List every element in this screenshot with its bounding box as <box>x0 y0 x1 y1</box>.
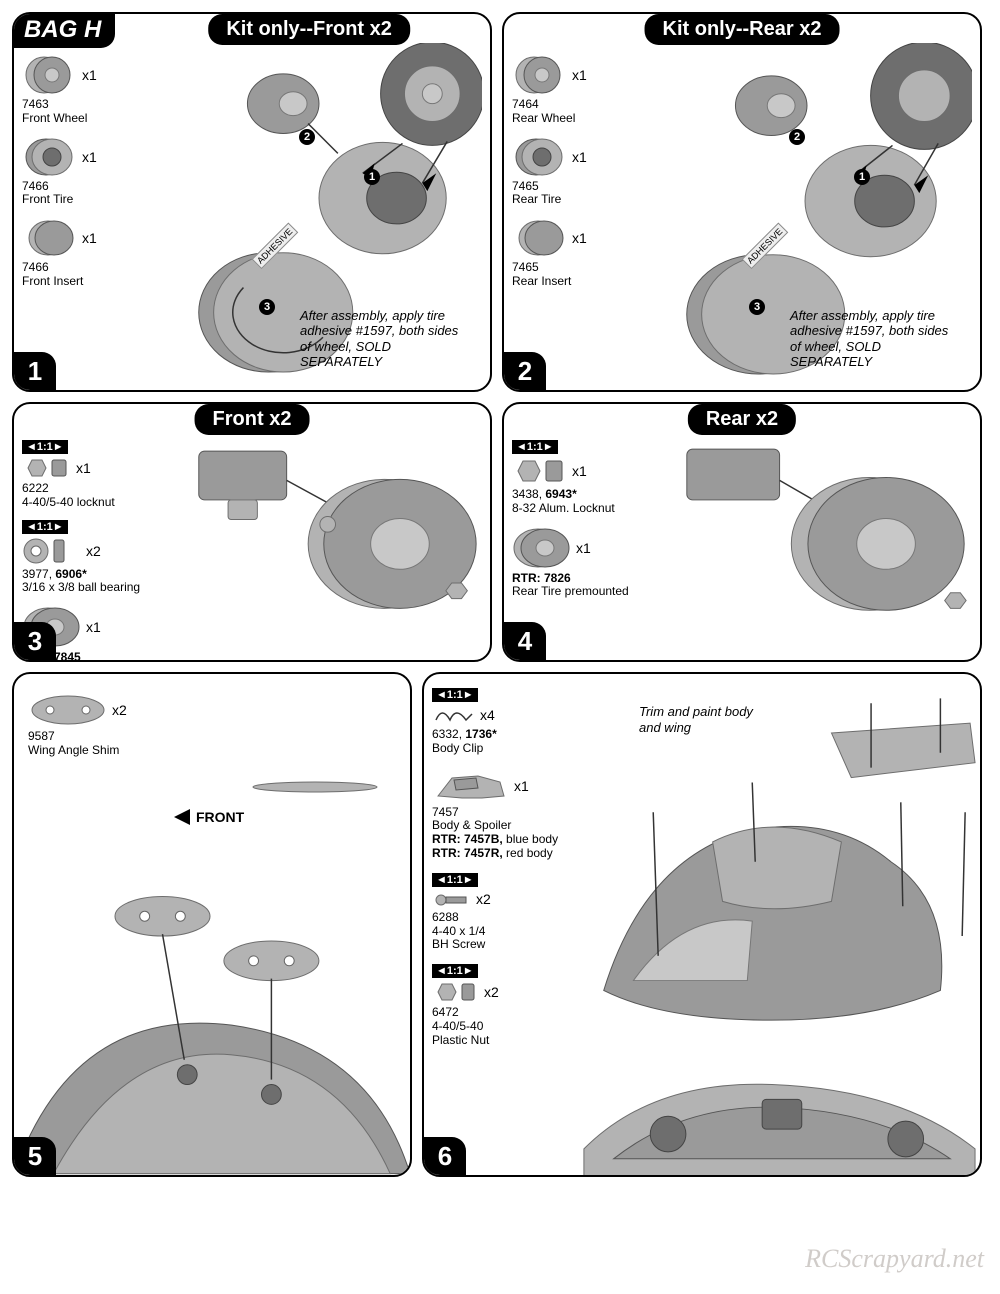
part-item: x1 7464Rear Wheel <box>512 54 637 126</box>
body-assembly-svg <box>574 691 980 1178</box>
scale-tag: ◄1:1► <box>432 873 478 887</box>
part-qty: x2 <box>476 891 491 907</box>
part-label: 64724-40/5-40Plastic Nut <box>432 1006 489 1047</box>
row-3: 5 x2 9587Wing Angle Shim FRONT <box>12 672 988 1177</box>
part-label: 62884-40 x 1/4BH Screw <box>432 911 485 952</box>
part-item: x1 7466Front Insert <box>22 217 147 289</box>
part-label: 7457 Body & Spoiler RTR: 7457B, blue bod… <box>432 806 558 861</box>
part-qty: x2 <box>484 984 499 1000</box>
parts-list: ◄1:1► x1 3438, 6943*8-32 Alum. Locknut x… <box>512 440 672 599</box>
panel-header: Kit only--Rear x2 <box>645 14 840 45</box>
part-qty: x1 <box>82 67 97 83</box>
part-label: 7464Rear Wheel <box>512 98 575 126</box>
part-qty: x1 <box>576 540 591 556</box>
part-qty: x1 <box>82 230 97 246</box>
parts-list: x1 7463Front Wheel x1 7466Front Tire x1 <box>22 54 147 289</box>
scale-tag: ◄1:1► <box>512 440 558 454</box>
step-number: 2 <box>504 352 546 390</box>
part-qty: x1 <box>572 230 587 246</box>
callout-1: 1 <box>364 169 380 185</box>
part-item: x1 7457 Body & Spoiler RTR: 7457B, blue … <box>432 768 572 861</box>
assembly-diagram <box>189 426 482 652</box>
hub-diagram-svg <box>679 424 972 654</box>
part-item: ◄1:1► x1 3438, 6943*8-32 Alum. Locknut <box>512 440 672 516</box>
part-label: 3438, 6943*8-32 Alum. Locknut <box>512 488 615 516</box>
scale-tag: ◄1:1► <box>432 688 478 702</box>
part-label: 6332, 1736*Body Clip <box>432 728 497 756</box>
part-label: 3977, 6906*3/16 x 3/8 ball bearing <box>22 568 140 596</box>
panel-1: BAG H Kit only--Front x2 1 x1 7463Front … <box>12 12 492 392</box>
scale-tag: ◄1:1► <box>22 520 68 534</box>
callout-3: 3 <box>749 299 765 315</box>
scale-tag: ◄1:1► <box>432 964 478 978</box>
part-item: x1 7465Rear Insert <box>512 217 637 289</box>
step-number: 5 <box>14 1137 56 1175</box>
part-label: 7465Rear Tire <box>512 180 561 208</box>
parts-list: ◄1:1► x4 6332, 1736*Body Clip x1 7457 Bo… <box>432 688 572 1048</box>
panel-2: Kit only--Rear x2 2 x1 7464Rear Wheel x1… <box>502 12 982 392</box>
part-item: ◄1:1► x2 64724-40/5-40Plastic Nut <box>432 964 572 1047</box>
assembly-diagram <box>574 696 980 1175</box>
panel-6: 6 19 ◄1:1► x4 6332, 1736*Body Clip x1 <box>422 672 982 1177</box>
wing-mount-svg <box>14 706 410 1176</box>
part-label: 62224-40/5-40 locknut <box>22 482 115 510</box>
part-item: ◄1:1► x4 6332, 1736*Body Clip <box>432 688 572 756</box>
part-qty: x4 <box>480 707 495 723</box>
step-number: 1 <box>14 352 56 390</box>
part-item: x1 7463Front Wheel <box>22 54 147 126</box>
assembly-diagram <box>14 706 410 1175</box>
assembly-diagram <box>679 426 972 652</box>
part-label: 7465Rear Insert <box>512 261 571 289</box>
hub-diagram-svg <box>189 424 482 654</box>
step-number: 3 <box>14 622 56 660</box>
part-item: ◄1:1► x2 62884-40 x 1/4BH Screw <box>432 873 572 952</box>
assembly-note: After assembly, apply tire adhesive #159… <box>300 308 470 370</box>
instruction-page: BAG H Kit only--Front x2 1 x1 7463Front … <box>12 12 988 1177</box>
panel-5: 5 x2 9587Wing Angle Shim FRONT <box>12 672 412 1177</box>
part-label: 7466Front Tire <box>22 180 73 208</box>
scale-tag: ◄1:1► <box>22 440 68 454</box>
part-qty: x1 <box>572 67 587 83</box>
part-label: RTR: 7826Rear Tire premounted <box>512 572 629 600</box>
panel-4: Rear x2 4 ◄1:1► x1 3438, 6943*8-32 Alum.… <box>502 402 982 662</box>
part-label: 7463Front Wheel <box>22 98 87 126</box>
part-label: 7466Front Insert <box>22 261 83 289</box>
panel-3: Front x2 3 ◄1:1► x1 62224-40/5-40 locknu… <box>12 402 492 662</box>
part-item: x1 7465Rear Tire <box>512 136 637 208</box>
step-number: 6 <box>424 1137 466 1175</box>
callout-2: 2 <box>789 129 805 145</box>
part-qty: x1 <box>572 463 587 479</box>
part-qty: x1 <box>86 619 101 635</box>
part-qty: x2 <box>86 543 101 559</box>
step-number: 4 <box>504 622 546 660</box>
panel-header: Kit only--Front x2 <box>208 14 410 45</box>
part-item: ◄1:1► x2 3977, 6906*3/16 x 3/8 ball bear… <box>22 520 182 596</box>
callout-3: 3 <box>259 299 275 315</box>
row-1: BAG H Kit only--Front x2 1 x1 7463Front … <box>12 12 988 392</box>
callout-2: 2 <box>299 129 315 145</box>
assembly-note: After assembly, apply tire adhesive #159… <box>790 308 960 370</box>
callout-1: 1 <box>854 169 870 185</box>
bag-label: BAG H <box>14 14 115 48</box>
part-qty: x1 <box>76 460 91 476</box>
parts-list: x1 7464Rear Wheel x1 7465Rear Tire x1 <box>512 54 637 289</box>
watermark: RCScrapyard.net <box>805 1244 984 1274</box>
part-item: x1 RTR: 7826Rear Tire premounted <box>512 526 672 600</box>
part-item: ◄1:1► x1 62224-40/5-40 locknut <box>22 440 182 510</box>
part-qty: x1 <box>82 149 97 165</box>
row-2: Front x2 3 ◄1:1► x1 62224-40/5-40 locknu… <box>12 402 988 662</box>
part-item: x1 7466Front Tire <box>22 136 147 208</box>
part-qty: x1 <box>514 778 529 794</box>
part-qty: x1 <box>572 149 587 165</box>
